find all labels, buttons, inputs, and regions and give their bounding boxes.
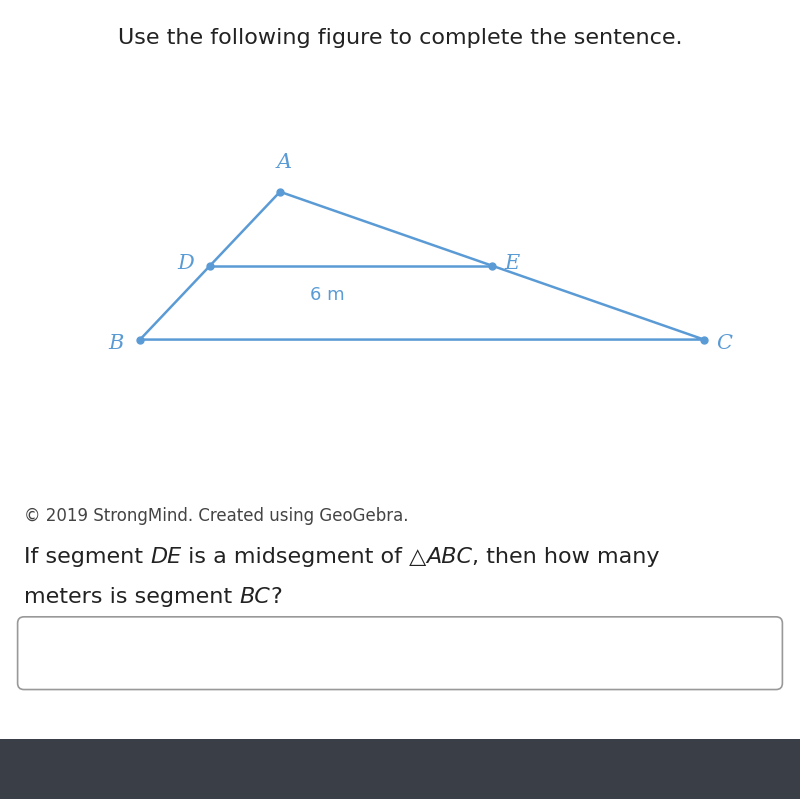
Text: Use the following figure to complete the sentence.: Use the following figure to complete the… [118,28,682,48]
Bar [0,739,800,799]
Text: BC: BC [239,587,270,607]
Text: E: E [504,254,519,272]
Text: 6 m: 6 m [310,286,344,304]
Text: C: C [716,334,732,353]
Text: D: D [178,254,194,272]
Text: If segment: If segment [24,547,150,567]
Text: A: A [277,153,291,172]
Text: ABC: ABC [426,547,473,567]
Text: meters is segment: meters is segment [24,587,239,607]
Text: DE: DE [150,547,182,567]
FancyBboxPatch shape [18,617,782,690]
Text: ?: ? [270,587,282,607]
Text: © 2019 StrongMind. Created using GeoGebra.: © 2019 StrongMind. Created using GeoGebr… [24,507,409,526]
Text: , then how many: , then how many [473,547,660,567]
Text: B: B [109,334,124,353]
Text: is a midsegment of △: is a midsegment of △ [182,547,426,567]
